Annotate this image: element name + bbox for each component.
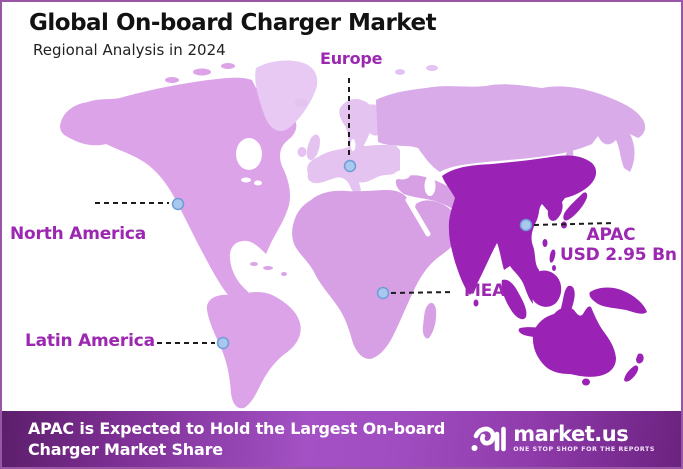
marketus-logo: market.us ONE STOP SHOP FOR THE REPORTS bbox=[470, 422, 655, 456]
leader-apac bbox=[533, 222, 615, 226]
marker-mea bbox=[376, 286, 390, 300]
page-subtitle: Regional Analysis in 2024 bbox=[33, 41, 226, 59]
label-mea: MEA bbox=[464, 281, 506, 301]
banner-line2: Charger Market Share bbox=[28, 440, 223, 459]
region-greenland bbox=[255, 60, 318, 132]
region-latin-america bbox=[206, 291, 301, 409]
label-apac: APAC USD 2.95 Bn bbox=[560, 225, 677, 265]
banner-text: APAC is Expected to Hold the Largest On-… bbox=[28, 418, 445, 460]
label-latin-america: Latin America bbox=[25, 331, 155, 351]
logo-name: market.us bbox=[513, 422, 629, 447]
leader-lines bbox=[95, 78, 615, 344]
logo-words: market.us ONE STOP SHOP FOR THE REPORTS bbox=[513, 424, 655, 453]
logo-tagline: ONE STOP SHOP FOR THE REPORTS bbox=[513, 446, 655, 454]
marker-latin-america bbox=[216, 336, 230, 350]
label-north-america: North America bbox=[10, 224, 146, 244]
label-apac-value: USD 2.95 Bn bbox=[560, 244, 677, 265]
region-north-america bbox=[60, 63, 297, 307]
page-title: Global On-board Charger Market bbox=[29, 10, 437, 36]
insight-banner: APAC is Expected to Hold the Largest On-… bbox=[2, 411, 681, 467]
region-mea bbox=[292, 175, 478, 359]
leader-mea bbox=[390, 291, 455, 294]
location-markers bbox=[171, 159, 533, 350]
banner-line1: APAC is Expected to Hold the Largest On-… bbox=[28, 418, 446, 438]
marker-apac bbox=[519, 218, 533, 232]
marker-europe bbox=[343, 159, 357, 173]
label-europe: Europe bbox=[320, 49, 383, 68]
region-apac bbox=[442, 155, 647, 386]
marketus-logo-icon bbox=[471, 426, 507, 452]
marker-north-america bbox=[171, 197, 185, 211]
label-apac-name: APAC bbox=[586, 225, 636, 245]
